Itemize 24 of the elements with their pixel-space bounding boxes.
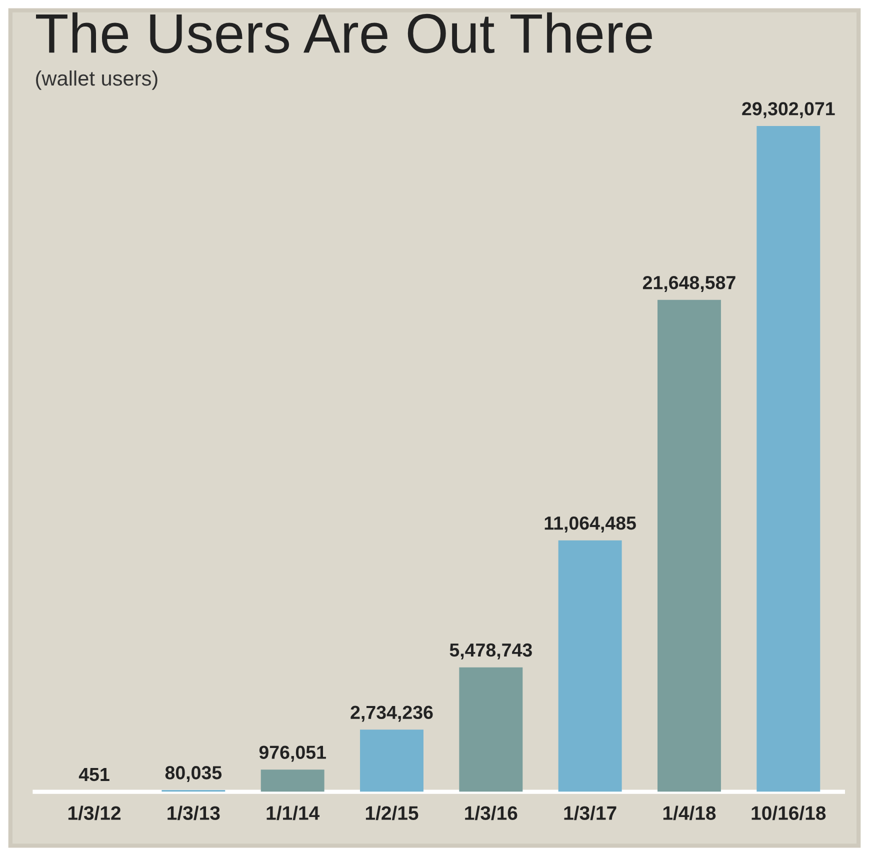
- data-label: 80,035: [165, 766, 222, 782]
- x-tick-label: 1/3/13: [168, 806, 220, 820]
- chart-subtitle: (wallet users): [36, 70, 158, 90]
- x-tick-label: 1/3/17: [564, 806, 616, 820]
- data-label: 29,302,071: [742, 102, 835, 118]
- chart-title: The Users Are Out There: [36, 12, 652, 54]
- bar: [360, 730, 424, 792]
- bar: [558, 540, 622, 792]
- x-tick-label: 1/2/15: [366, 806, 418, 820]
- bar: [756, 126, 820, 792]
- x-tick-label: 1/1/14: [266, 806, 320, 820]
- x-tick-label: 1/3/12: [68, 806, 121, 820]
- data-label: 2,734,236: [350, 706, 433, 722]
- x-tick-label: 10/16/18: [752, 806, 826, 820]
- data-label: 451: [78, 768, 110, 782]
- data-label: 21,648,587: [642, 276, 736, 292]
- bar: [657, 300, 721, 792]
- bar: [260, 770, 324, 792]
- data-label: 11,064,485: [544, 516, 636, 532]
- data-label: 5,478,743: [450, 643, 532, 660]
- bar: [459, 667, 523, 792]
- data-label: 976,051: [259, 746, 326, 762]
- x-tick-label: 1/3/16: [465, 806, 518, 820]
- x-tick-label: 1/4/18: [663, 806, 716, 820]
